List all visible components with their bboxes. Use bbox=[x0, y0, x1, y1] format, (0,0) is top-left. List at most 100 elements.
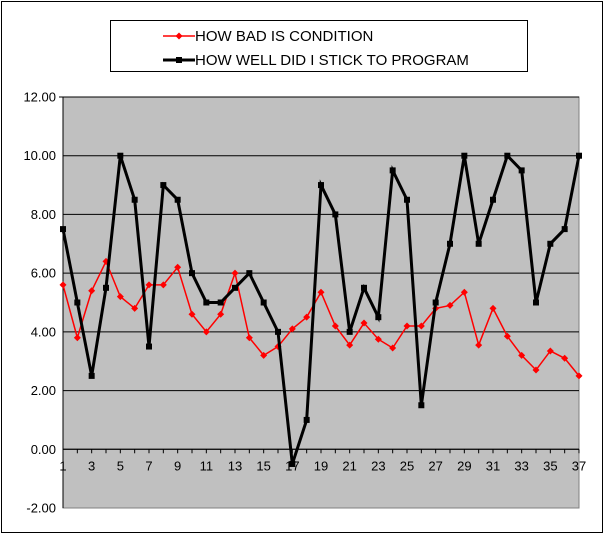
data-point-condition bbox=[73, 334, 81, 342]
x-axis-tick-labels: 1 3 5 7 9 11 13 15 17 19 21 23 25 27 29 31 33 35 37 bbox=[59, 458, 586, 473]
data-point-condition bbox=[460, 288, 468, 296]
data-point-condition bbox=[561, 354, 569, 362]
x-tick-label: 31 bbox=[486, 458, 500, 473]
data-point-condition bbox=[374, 335, 382, 343]
data-point-program bbox=[74, 299, 81, 306]
x-tick-label: 17 bbox=[285, 458, 299, 473]
x-tick-label: 7 bbox=[145, 458, 152, 473]
data-point-condition bbox=[489, 304, 497, 312]
data-point-condition bbox=[346, 341, 354, 349]
x-tick-label: 25 bbox=[400, 458, 414, 473]
x-tick-label: 33 bbox=[514, 458, 528, 473]
y-tick-label: -2.00 bbox=[26, 501, 56, 516]
data-point-condition bbox=[546, 347, 554, 355]
series-lines bbox=[59, 152, 583, 467]
data-point-condition bbox=[331, 322, 339, 330]
data-point-condition bbox=[217, 310, 225, 318]
legend-label-program: HOW WELL DID I STICK TO PROGRAM bbox=[195, 52, 469, 69]
data-point-program bbox=[504, 152, 511, 159]
data-point-condition bbox=[231, 269, 239, 277]
data-point-condition bbox=[518, 351, 526, 359]
data-point-condition bbox=[288, 325, 296, 333]
y-tick-label: 12.00 bbox=[23, 90, 56, 105]
x-tick-label: 15 bbox=[256, 458, 270, 473]
axes bbox=[59, 96, 580, 508]
data-point-program bbox=[404, 196, 410, 203]
data-point-program bbox=[260, 299, 267, 306]
data-point-program bbox=[232, 284, 238, 291]
legend-entry-program: HOW WELL DID I STICK TO PROGRAM bbox=[111, 50, 527, 70]
data-point-program bbox=[117, 152, 124, 159]
data-point-condition bbox=[317, 288, 325, 296]
data-point-condition bbox=[575, 372, 583, 380]
x-tick-label: 37 bbox=[572, 458, 586, 473]
data-point-program bbox=[461, 152, 468, 159]
y-tick-label: 2.00 bbox=[31, 383, 56, 398]
data-point-condition bbox=[174, 263, 182, 271]
data-point-program bbox=[203, 299, 210, 306]
data-point-program bbox=[189, 270, 195, 277]
data-point-condition bbox=[360, 319, 368, 327]
data-point-program bbox=[60, 226, 66, 233]
data-point-program bbox=[289, 460, 296, 467]
data-point-condition bbox=[202, 328, 210, 336]
data-point-condition bbox=[389, 344, 397, 352]
data-point-program bbox=[475, 240, 482, 247]
data-point-program bbox=[389, 167, 396, 174]
data-point-program bbox=[375, 314, 382, 321]
x-tick-label: 13 bbox=[228, 458, 242, 473]
x-tick-label: 3 bbox=[88, 458, 95, 473]
data-point-condition bbox=[188, 310, 196, 318]
y-tick-label: 8.00 bbox=[31, 207, 56, 222]
data-point-program bbox=[533, 299, 539, 306]
data-point-program bbox=[88, 372, 95, 379]
data-point-condition bbox=[145, 281, 153, 289]
data-point-program bbox=[160, 182, 167, 189]
data-point-condition bbox=[159, 281, 167, 289]
data-point-program bbox=[246, 270, 253, 277]
x-tick-label: 9 bbox=[174, 458, 181, 473]
data-point-program bbox=[303, 416, 310, 423]
data-point-condition bbox=[532, 366, 540, 374]
x-tick-label: 11 bbox=[200, 458, 214, 473]
x-tick-label: 29 bbox=[457, 458, 471, 473]
data-point-program bbox=[518, 167, 525, 174]
data-point-condition bbox=[503, 332, 511, 340]
x-tick-label: 27 bbox=[428, 458, 442, 473]
data-point-condition bbox=[475, 341, 483, 349]
x-tick-label: 23 bbox=[371, 458, 385, 473]
legend: HOW BAD IS CONDITION HOW WELL DID I STIC… bbox=[110, 20, 528, 72]
x-tick-label: 5 bbox=[117, 458, 124, 473]
data-point-program bbox=[547, 240, 554, 247]
data-point-program bbox=[131, 196, 138, 203]
x-tick-label: 35 bbox=[543, 458, 557, 473]
data-point-program bbox=[103, 284, 109, 291]
data-point-program bbox=[561, 226, 568, 233]
x-tick-label: 21 bbox=[342, 458, 356, 473]
data-point-condition bbox=[131, 304, 139, 312]
data-point-program bbox=[146, 343, 152, 350]
data-point-program bbox=[418, 402, 425, 409]
plot-area bbox=[62, 96, 580, 509]
data-point-program bbox=[432, 299, 439, 306]
data-point-condition bbox=[88, 287, 96, 295]
data-point-program bbox=[318, 182, 324, 189]
data-point-program bbox=[447, 240, 453, 247]
data-point-program bbox=[361, 284, 367, 291]
x-tick-label: 1 bbox=[59, 458, 66, 473]
y-tick-label: 0.00 bbox=[31, 442, 56, 457]
data-point-condition bbox=[446, 301, 454, 309]
legend-swatch-program bbox=[163, 57, 195, 63]
y-tick-label: 6.00 bbox=[31, 266, 56, 281]
legend-entry-condition: HOW BAD IS CONDITION bbox=[111, 26, 527, 46]
y-tick-label: 4.00 bbox=[31, 324, 56, 339]
data-point-program bbox=[490, 196, 496, 203]
data-point-program bbox=[275, 328, 281, 335]
data-point-program bbox=[217, 299, 224, 306]
data-point-condition bbox=[59, 281, 67, 289]
legend-swatch-condition bbox=[163, 32, 195, 40]
data-point-program bbox=[174, 196, 181, 203]
y-axis-tick-labels: 12.00 10.00 8.00 6.00 4.00 2.00 0.00 -2.00 bbox=[23, 90, 56, 516]
data-point-condition bbox=[116, 293, 124, 301]
